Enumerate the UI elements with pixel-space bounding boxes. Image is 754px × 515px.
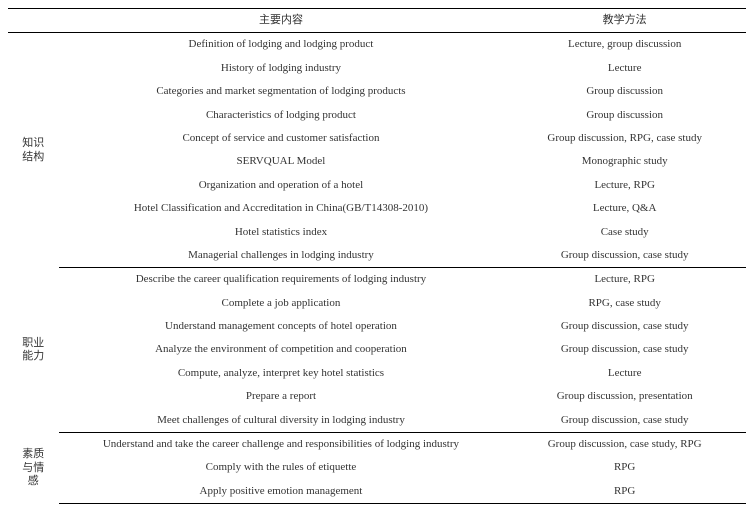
content-cell: Prepare a report	[59, 385, 504, 408]
content-cell: SERVQUAL Model	[59, 150, 504, 173]
table-row: Concept of service and customer satisfac…	[8, 127, 746, 150]
table-row: Apply positive emotion managementRPG	[8, 480, 746, 504]
method-cell: RPG	[503, 480, 746, 504]
table-row: Categories and market segmentation of lo…	[8, 80, 746, 103]
content-cell: Meet challenges of cultural diversity in…	[59, 409, 504, 433]
content-cell: Apply positive emotion management	[59, 480, 504, 504]
table-row: Prepare a reportGroup discussion, presen…	[8, 385, 746, 408]
method-cell: Group discussion, RPG, case study	[503, 127, 746, 150]
header-category	[8, 9, 59, 33]
content-cell: Hotel Classification and Accreditation i…	[59, 197, 504, 220]
curriculum-table: 主要内容 教学方法 知识结构Definition of lodging and …	[8, 8, 746, 504]
category-cell: 职业能力	[8, 268, 59, 433]
table-row: 职业能力Describe the career qualification re…	[8, 268, 746, 292]
table-row: Managerial challenges in lodging industr…	[8, 244, 746, 268]
table-row: 知识结构Definition of lodging and lodging pr…	[8, 33, 746, 57]
content-cell: Managerial challenges in lodging industr…	[59, 244, 504, 268]
table-row: Understand management concepts of hotel …	[8, 315, 746, 338]
method-cell: Group discussion	[503, 80, 746, 103]
category-cell: 知识结构	[8, 33, 59, 268]
content-cell: Concept of service and customer satisfac…	[59, 127, 504, 150]
content-cell: Compute, analyze, interpret key hotel st…	[59, 362, 504, 385]
method-cell: Lecture	[503, 57, 746, 80]
table-row: Hotel Classification and Accreditation i…	[8, 197, 746, 220]
header-row: 主要内容 教学方法	[8, 9, 746, 33]
table-row: Characteristics of lodging productGroup …	[8, 104, 746, 127]
method-cell: Lecture, group discussion	[503, 33, 746, 57]
table-row: Hotel statistics indexCase study	[8, 221, 746, 244]
content-cell: Characteristics of lodging product	[59, 104, 504, 127]
table-row: Analyze the environment of competition a…	[8, 338, 746, 361]
table-row: Compute, analyze, interpret key hotel st…	[8, 362, 746, 385]
method-cell: Lecture, RPG	[503, 174, 746, 197]
method-cell: Group discussion, case study, RPG	[503, 433, 746, 457]
table-row: 素质与情感Understand and take the career chal…	[8, 433, 746, 457]
table-row: Meet challenges of cultural diversity in…	[8, 409, 746, 433]
content-cell: Analyze the environment of competition a…	[59, 338, 504, 361]
method-cell: Group discussion, case study	[503, 338, 746, 361]
method-cell: Lecture, Q&A	[503, 197, 746, 220]
content-cell: Organization and operation of a hotel	[59, 174, 504, 197]
content-cell: Comply with the rules of etiquette	[59, 456, 504, 479]
method-cell: Group discussion	[503, 104, 746, 127]
method-cell: Group discussion, case study	[503, 315, 746, 338]
method-cell: RPG	[503, 456, 746, 479]
header-content: 主要内容	[59, 9, 504, 33]
content-cell: Categories and market segmentation of lo…	[59, 80, 504, 103]
content-cell: Understand management concepts of hotel …	[59, 315, 504, 338]
method-cell: Lecture, RPG	[503, 268, 746, 292]
table-row: Complete a job applicationRPG, case stud…	[8, 292, 746, 315]
table-row: Comply with the rules of etiquetteRPG	[8, 456, 746, 479]
table-row: Organization and operation of a hotelLec…	[8, 174, 746, 197]
content-cell: Complete a job application	[59, 292, 504, 315]
method-cell: Monographic study	[503, 150, 746, 173]
method-cell: Case study	[503, 221, 746, 244]
method-cell: Group discussion, case study	[503, 244, 746, 268]
header-method: 教学方法	[503, 9, 746, 33]
method-cell: Lecture	[503, 362, 746, 385]
method-cell: Group discussion, case study	[503, 409, 746, 433]
content-cell: Definition of lodging and lodging produc…	[59, 33, 504, 57]
content-cell: History of lodging industry	[59, 57, 504, 80]
content-cell: Hotel statistics index	[59, 221, 504, 244]
category-cell: 素质与情感	[8, 433, 59, 504]
method-cell: Group discussion, presentation	[503, 385, 746, 408]
method-cell: RPG, case study	[503, 292, 746, 315]
content-cell: Describe the career qualification requir…	[59, 268, 504, 292]
content-cell: Understand and take the career challenge…	[59, 433, 504, 457]
table-row: History of lodging industryLecture	[8, 57, 746, 80]
table-row: SERVQUAL ModelMonographic study	[8, 150, 746, 173]
